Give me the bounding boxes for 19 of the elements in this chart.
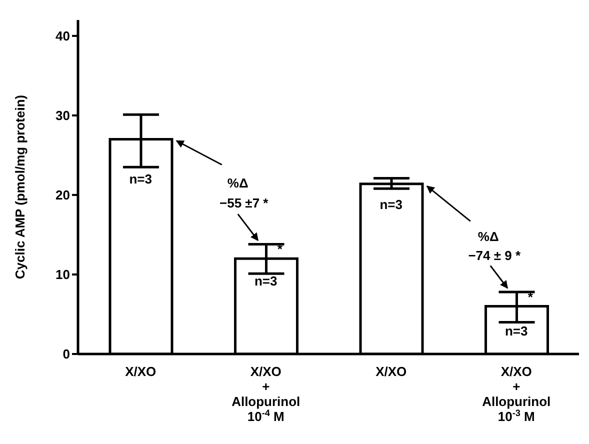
y-tick-label: 20: [56, 188, 70, 203]
annotation: n=3: [380, 198, 403, 213]
y-axis-title: Cyclic AMP (pmol/mg protein): [12, 94, 28, 280]
annotation: %Δ: [478, 229, 499, 244]
y-tick-label: 10: [56, 267, 70, 282]
annotation: −74 ± 9 *: [468, 248, 522, 264]
annotation: %Δ: [227, 176, 248, 192]
y-tick-label: 30: [56, 108, 70, 124]
y-tick-label: 0: [62, 346, 70, 362]
annotation: *: [528, 290, 534, 305]
annotation: n=3: [254, 274, 278, 289]
y-tick-label: 40: [56, 28, 70, 44]
x-tick-label: X/XO: [125, 364, 156, 379]
annotation: n=3: [504, 324, 528, 339]
x-tick-label: X/XO + Allopurinol 10$^{-4}$ M: [232, 364, 300, 424]
x-tick-label: X/XO: [376, 364, 407, 379]
annotation: −55 ±7 *: [220, 196, 270, 211]
annotation: n=3: [129, 172, 152, 188]
x-tick-label: X/XO + Allopurinol 10$^{-3}$ M: [482, 364, 551, 424]
